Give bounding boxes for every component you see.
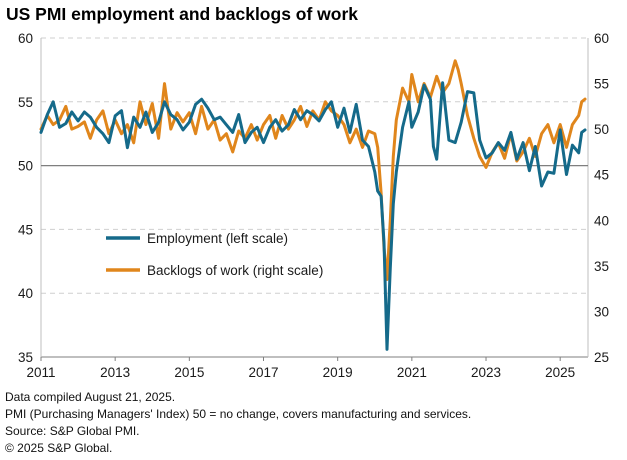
axes: 35 40 45 50 55 60 25 30 35 40 45 50 55 60 2011 2013 2015…: [18, 31, 609, 380]
y-left-tick-label: 45: [18, 222, 33, 237]
x-tick-label: 2013: [100, 365, 130, 380]
series-backlogs-line: [39, 59, 587, 281]
x-tick-label: 2023: [471, 365, 501, 380]
note-source: Source: S&P Global PMI.: [5, 424, 140, 438]
x-tick-label: 2019: [323, 365, 353, 380]
x-tick-label: 2025: [545, 365, 575, 380]
y-left-tick-label: 60: [18, 31, 33, 46]
y-right-tick-label: 40: [594, 213, 609, 228]
x-tick-label: 2021: [397, 365, 427, 380]
y-right-tick-label: 25: [594, 350, 609, 365]
series-employment-line: [39, 81, 587, 351]
y-left-tick-label: 55: [18, 95, 33, 110]
y-left-tick-label: 50: [18, 159, 33, 174]
legend-item-employment-label: Employment (left scale): [147, 231, 288, 246]
y-right-tick-label: 30: [594, 304, 609, 319]
x-tick-label: 2011: [26, 365, 55, 380]
series-layer: [39, 59, 587, 351]
chart-title: US PMI employment and backlogs of work: [6, 4, 359, 24]
chart-notes: Data compiled August 21, 2025. PMI (Purc…: [5, 389, 471, 457]
y-right-tick-label: 60: [594, 31, 609, 46]
legend: Employment (left scale) Backlogs of work …: [106, 231, 323, 278]
note-copyright: © 2025 S&P Global.: [5, 441, 113, 455]
y-right-tick-label: 35: [594, 259, 609, 274]
x-tick-label: 2015: [174, 365, 204, 380]
grid-lines: [41, 37, 588, 294]
note-pmi-definition: PMI (Purchasing Managers' Index) 50 = no…: [5, 407, 472, 421]
x-tick-label: 2017: [248, 365, 278, 380]
y-right-tick-label: 50: [594, 122, 609, 137]
y-left-tick-label: 40: [18, 286, 33, 301]
y-left-tick-label: 35: [18, 350, 33, 365]
legend-item-backlogs-label: Backlogs of work (right scale): [147, 263, 323, 278]
y-right-tick-label: 55: [594, 77, 609, 92]
note-data-compiled: Data compiled August 21, 2025.: [5, 390, 176, 404]
y-right-tick-label: 45: [594, 168, 609, 183]
